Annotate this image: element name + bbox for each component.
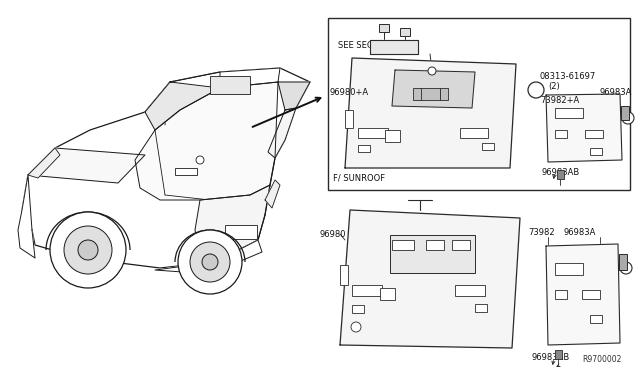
Bar	[328, 18, 630, 190]
Bar	[555, 108, 583, 118]
Polygon shape	[265, 180, 280, 208]
Bar	[345, 110, 353, 128]
Bar	[358, 145, 370, 152]
Bar	[555, 350, 562, 359]
Bar	[555, 263, 583, 275]
Bar	[400, 28, 410, 36]
Bar	[390, 235, 475, 273]
Bar	[455, 285, 485, 296]
Polygon shape	[546, 244, 620, 345]
Bar	[352, 285, 382, 296]
Circle shape	[351, 322, 361, 332]
Polygon shape	[278, 82, 310, 110]
Bar	[619, 254, 627, 270]
Bar	[555, 290, 567, 299]
Text: 96983AB: 96983AB	[532, 353, 570, 362]
Bar	[585, 130, 603, 138]
Bar	[392, 240, 414, 250]
Polygon shape	[195, 185, 270, 262]
Bar	[440, 88, 448, 100]
Text: SEE SEC 736: SEE SEC 736	[338, 41, 392, 49]
Circle shape	[428, 67, 436, 75]
Bar	[452, 240, 470, 250]
Bar	[352, 305, 364, 313]
Bar	[557, 170, 564, 179]
Text: 73982: 73982	[528, 228, 555, 237]
Circle shape	[196, 156, 204, 164]
Polygon shape	[22, 68, 310, 268]
Text: S: S	[534, 87, 538, 93]
Text: 96980+A: 96980+A	[330, 87, 369, 96]
Circle shape	[528, 82, 544, 98]
Circle shape	[178, 230, 242, 294]
Circle shape	[202, 254, 218, 270]
Bar	[358, 128, 388, 138]
Bar	[420, 88, 440, 100]
Circle shape	[620, 262, 632, 274]
Bar	[340, 265, 348, 285]
Bar	[475, 304, 487, 312]
Circle shape	[64, 226, 112, 274]
Bar	[210, 76, 250, 94]
Text: (2): (2)	[548, 81, 560, 90]
Text: 96983A: 96983A	[564, 228, 596, 237]
Text: 96983A: 96983A	[600, 87, 632, 96]
Circle shape	[190, 242, 230, 282]
Polygon shape	[392, 70, 475, 108]
Text: 73982+A: 73982+A	[540, 96, 579, 105]
Bar	[413, 88, 421, 100]
Circle shape	[78, 240, 98, 260]
Bar	[225, 225, 257, 239]
Polygon shape	[340, 210, 520, 348]
Bar	[380, 288, 395, 300]
Bar	[590, 315, 602, 323]
Polygon shape	[345, 58, 516, 168]
Polygon shape	[170, 68, 280, 88]
Polygon shape	[546, 94, 622, 162]
Bar	[555, 130, 567, 138]
Polygon shape	[370, 40, 418, 54]
Polygon shape	[268, 108, 296, 158]
Circle shape	[50, 212, 126, 288]
Bar	[590, 148, 602, 155]
Text: F/ SUNROOF: F/ SUNROOF	[333, 173, 385, 183]
Bar	[621, 106, 629, 120]
Polygon shape	[145, 72, 220, 130]
Bar	[175, 168, 197, 175]
Bar	[482, 143, 494, 150]
Polygon shape	[135, 82, 278, 200]
Bar	[426, 240, 444, 250]
Bar	[385, 130, 400, 142]
Polygon shape	[28, 148, 60, 178]
Polygon shape	[18, 175, 35, 258]
Text: 08313-61697: 08313-61697	[540, 71, 596, 80]
Circle shape	[622, 112, 634, 124]
Bar	[379, 24, 389, 32]
Polygon shape	[28, 148, 145, 183]
Text: R9700002: R9700002	[582, 356, 622, 365]
Bar	[582, 290, 600, 299]
Polygon shape	[155, 240, 262, 274]
Text: 96983AB: 96983AB	[542, 167, 580, 176]
Bar	[460, 128, 488, 138]
Text: 96980: 96980	[320, 230, 346, 238]
